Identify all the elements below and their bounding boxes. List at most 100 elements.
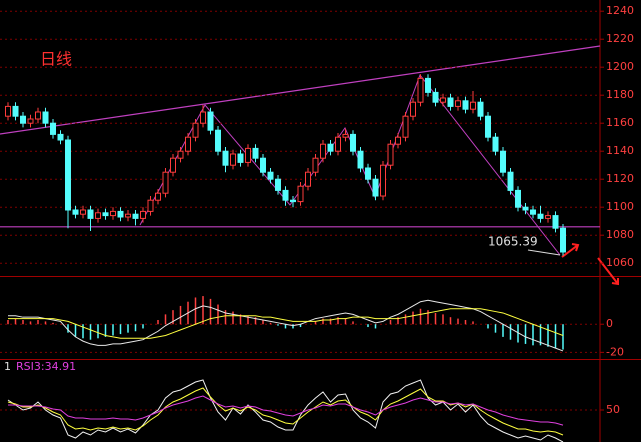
arrow bbox=[597, 257, 619, 286]
candle-body bbox=[522, 206, 529, 211]
candle-body bbox=[252, 147, 259, 159]
candle-body bbox=[455, 100, 461, 107]
candle-body bbox=[477, 101, 484, 117]
candle-body bbox=[50, 122, 56, 135]
candle-body bbox=[425, 77, 431, 93]
candle-body bbox=[440, 97, 446, 103]
candle-body bbox=[372, 178, 379, 197]
indicator-line bbox=[8, 308, 564, 339]
indicator-line bbox=[7, 379, 564, 442]
y-tick-label: -20 bbox=[606, 345, 624, 358]
candle-body bbox=[95, 212, 101, 219]
candle-body bbox=[327, 143, 334, 152]
candle-body bbox=[320, 143, 326, 159]
candle-body bbox=[515, 189, 521, 208]
candle-body bbox=[297, 185, 304, 203]
candle-body bbox=[57, 133, 64, 141]
candle-body bbox=[380, 164, 386, 197]
candle-body bbox=[132, 213, 139, 219]
candle-body bbox=[395, 136, 401, 145]
candle-body bbox=[87, 209, 94, 219]
candle-body bbox=[485, 115, 491, 138]
y-tick-label: 1140 bbox=[606, 144, 634, 157]
candle-body bbox=[65, 139, 71, 211]
candle-body bbox=[365, 167, 371, 180]
indicator-label: RSI3:34.91 bbox=[16, 360, 76, 373]
candle-body bbox=[185, 136, 191, 152]
candle-body bbox=[275, 178, 281, 191]
candle-body bbox=[530, 209, 536, 215]
candle-body bbox=[552, 215, 559, 229]
y-tick-label: 1220 bbox=[606, 32, 634, 45]
candle-body bbox=[125, 213, 131, 218]
candle-body bbox=[237, 153, 244, 163]
low-annotation: 1065.39 bbox=[488, 235, 538, 249]
candle-body bbox=[290, 199, 296, 203]
candle-body bbox=[12, 105, 19, 117]
candle-body bbox=[432, 91, 439, 103]
trend-line bbox=[0, 45, 601, 135]
candle-body bbox=[27, 118, 34, 124]
candle-body bbox=[42, 111, 49, 124]
candle-body bbox=[147, 199, 154, 212]
candle-body bbox=[117, 210, 124, 218]
y-tick-label: 1060 bbox=[606, 256, 634, 269]
candle-body bbox=[447, 97, 454, 107]
candle-body bbox=[342, 133, 349, 138]
candle-body bbox=[417, 77, 424, 103]
y-tick-label: 50 bbox=[606, 403, 620, 416]
candle-body bbox=[155, 192, 161, 201]
candle-body bbox=[545, 215, 551, 219]
marker-line bbox=[527, 249, 561, 256]
indicator-line bbox=[7, 387, 564, 436]
candle-body bbox=[72, 209, 79, 215]
candle-body bbox=[170, 157, 176, 173]
candle-body bbox=[177, 150, 184, 159]
candle-body bbox=[410, 101, 416, 117]
y-tick-label: 1180 bbox=[606, 88, 634, 101]
candle-body bbox=[462, 100, 469, 110]
candle-body bbox=[312, 157, 319, 173]
candle-body bbox=[35, 111, 41, 120]
candle-body bbox=[492, 136, 499, 152]
candle-body bbox=[140, 210, 146, 219]
candle-body bbox=[500, 150, 506, 173]
candle-body bbox=[215, 129, 221, 152]
candle-body bbox=[305, 171, 311, 187]
candle-body bbox=[200, 111, 206, 124]
candle-body bbox=[537, 213, 544, 219]
candle-body bbox=[357, 150, 364, 169]
chart-label: 日线 bbox=[40, 50, 72, 69]
y-tick-label: 1080 bbox=[606, 228, 634, 241]
candle-body bbox=[402, 115, 409, 138]
candle-body bbox=[507, 171, 514, 191]
candle-body bbox=[222, 150, 229, 166]
candle-body bbox=[470, 101, 476, 110]
candle-body bbox=[5, 105, 11, 117]
candle-body bbox=[192, 122, 199, 138]
y-tick-label: 0 bbox=[606, 317, 613, 330]
candle-body bbox=[110, 210, 116, 217]
indicator-line bbox=[8, 395, 564, 426]
y-tick-label: 1120 bbox=[606, 172, 634, 185]
candle-body bbox=[387, 143, 394, 166]
candle-body bbox=[230, 153, 236, 166]
candle-body bbox=[260, 157, 266, 173]
arrow bbox=[561, 243, 580, 258]
candle-body bbox=[162, 171, 169, 194]
candle-body bbox=[350, 133, 356, 152]
candle-body bbox=[282, 189, 289, 201]
y-tick-label: 1240 bbox=[606, 4, 634, 17]
candle-body bbox=[80, 209, 86, 215]
y-tick-label: 1200 bbox=[606, 60, 634, 73]
candle-body bbox=[560, 227, 566, 253]
candle-body bbox=[267, 171, 274, 180]
candle-body bbox=[102, 212, 109, 217]
candle-body bbox=[207, 111, 214, 131]
candle-body bbox=[335, 136, 341, 152]
y-tick-label: 1100 bbox=[606, 200, 634, 213]
candle-body bbox=[245, 147, 251, 163]
